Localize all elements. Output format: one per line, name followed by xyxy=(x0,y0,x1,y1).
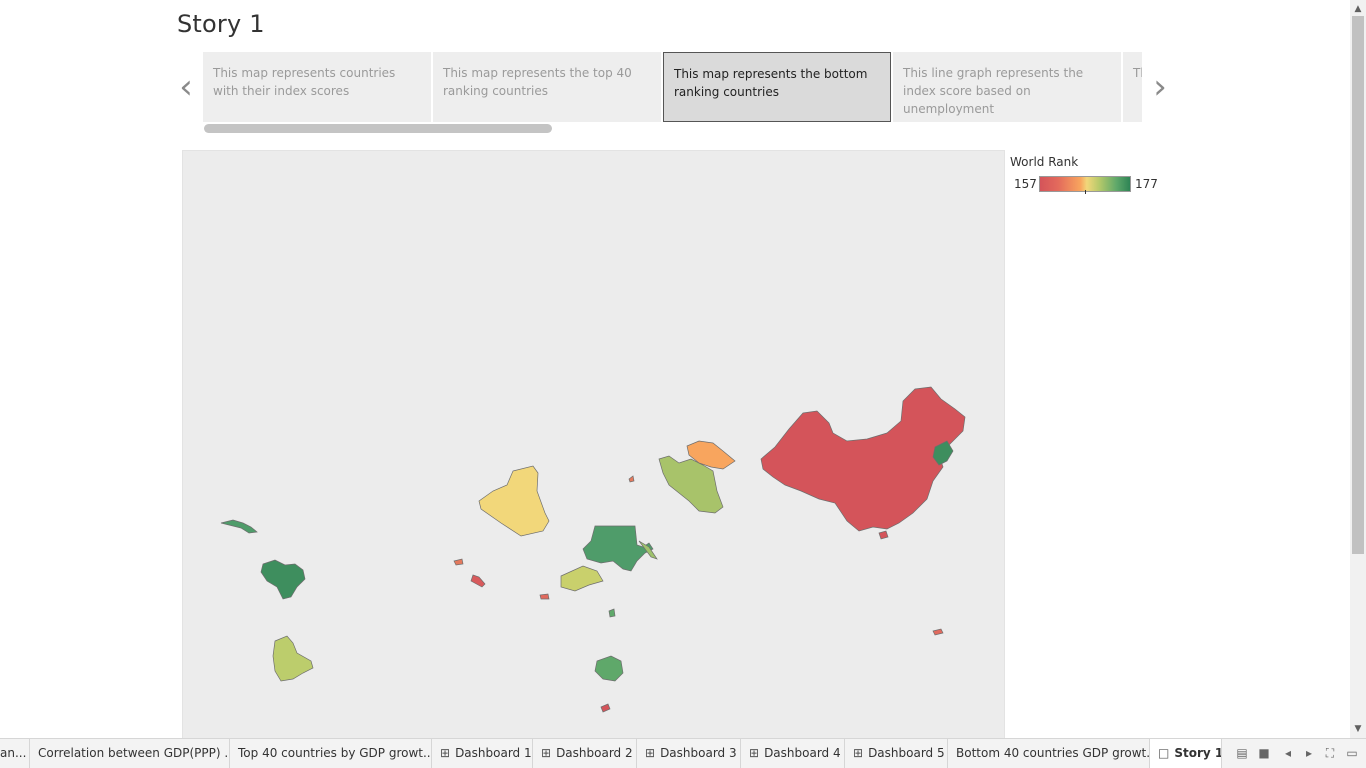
dashboard-icon: ⊞ xyxy=(440,746,451,760)
tab-label: Dashboard 2 xyxy=(556,746,633,760)
dashboard-icon: ⊞ xyxy=(645,746,656,760)
country-shape xyxy=(478,465,550,537)
country-shape xyxy=(453,558,464,566)
filmstrip-icon[interactable]: ■ xyxy=(1258,746,1270,760)
tab-label: Story 1 xyxy=(1174,746,1222,760)
tab-prev-icon[interactable]: ◂ xyxy=(1284,746,1292,760)
country-shape xyxy=(760,386,966,532)
world-rank-map[interactable] xyxy=(182,150,1005,740)
tab-label: Correlation between GDP(PPP) ... xyxy=(38,746,230,760)
story-points-scrollbar[interactable] xyxy=(204,124,552,133)
sheet-sorter-icon[interactable]: ▤ xyxy=(1236,746,1248,760)
story-point-5[interactable]: Th ba xyxy=(1123,52,1142,122)
country-shape xyxy=(260,559,306,600)
tab-next-icon[interactable]: ▸ xyxy=(1305,746,1313,760)
dashboard-tab[interactable]: ⊞ Dashboard 4 xyxy=(741,739,845,768)
legend-max-value: 177 xyxy=(1135,177,1158,191)
sheet-tab[interactable]: an... xyxy=(0,739,30,768)
country-shape xyxy=(932,440,954,466)
dashboard-tab[interactable]: ⊞ Dashboard 2 xyxy=(533,739,637,768)
scroll-down-icon[interactable]: ▼ xyxy=(1354,724,1362,734)
dashboard-tab[interactable]: ⊞ Dashboard 3 xyxy=(637,739,741,768)
dashboard-icon: ⊞ xyxy=(541,746,552,760)
tab-label: Dashboard 1 xyxy=(455,746,532,760)
country-shape xyxy=(272,635,314,682)
scroll-up-icon[interactable]: ▲ xyxy=(1354,4,1362,14)
tab-label: Dashboard 3 xyxy=(660,746,737,760)
sheet-tab-bar: an... Correlation between GDP(PPP) ... T… xyxy=(0,738,1366,768)
dashboard-icon: ⊞ xyxy=(853,746,864,760)
country-shape xyxy=(878,530,889,540)
tab-label: an... xyxy=(0,746,27,760)
presentation-icon[interactable]: ▭ xyxy=(1346,746,1358,760)
tab-label: Dashboard 4 xyxy=(764,746,841,760)
country-shape xyxy=(608,608,616,618)
country-shape xyxy=(686,440,736,470)
sheet-tab[interactable]: Top 40 countries by GDP growt... xyxy=(230,739,432,768)
sheet-tab[interactable]: Bottom 40 countries GDP growt... xyxy=(948,739,1150,768)
country-shape xyxy=(594,655,624,682)
dashboard-icon: ⊞ xyxy=(749,746,760,760)
legend-tick xyxy=(1085,190,1086,194)
story-point-1[interactable]: This map represents countries with their… xyxy=(203,52,431,122)
chevron-right-icon[interactable]: › xyxy=(1153,67,1167,107)
chevron-left-icon[interactable]: ‹ xyxy=(179,67,193,107)
scrollbar-thumb[interactable] xyxy=(1352,16,1364,554)
tab-label: Top 40 countries by GDP growt... xyxy=(238,746,432,760)
story-point-caption: This map represents the top 40 ranking c… xyxy=(443,66,632,98)
country-shape xyxy=(220,519,258,534)
vertical-scrollbar[interactable]: ▲ ▼ xyxy=(1350,0,1366,740)
country-shape xyxy=(638,540,658,560)
map-svg xyxy=(220,386,966,713)
country-shape xyxy=(539,593,550,600)
country-shape xyxy=(932,628,944,636)
legend-title: World Rank xyxy=(1010,155,1079,169)
country-shape xyxy=(470,574,486,588)
story-tab-active[interactable]: □ Story 1 xyxy=(1150,739,1222,768)
story-point-4[interactable]: This line graph represents the index sco… xyxy=(893,52,1121,122)
story-point-2[interactable]: This map represents the top 40 ranking c… xyxy=(433,52,661,122)
sheet-tab[interactable]: Correlation between GDP(PPP) ... xyxy=(30,739,230,768)
story-points-strip: This map represents countries with their… xyxy=(203,52,1142,122)
story-point-3-active[interactable]: This map represents the bottom ranking c… xyxy=(663,52,891,122)
story-icon: □ xyxy=(1158,746,1170,760)
story-title: Story 1 xyxy=(177,10,265,38)
country-shape xyxy=(582,525,654,572)
country-shape xyxy=(658,455,724,514)
dashboard-tab[interactable]: ⊞ Dashboard 1 xyxy=(432,739,533,768)
story-point-caption: This line graph represents the index sco… xyxy=(903,66,1084,116)
tab-label: Dashboard 5 xyxy=(868,746,945,760)
legend-min-value: 157 xyxy=(1014,177,1037,191)
tab-label: Bottom 40 countries GDP growt... xyxy=(956,746,1150,760)
country-shape xyxy=(628,475,635,483)
story-point-caption: This map represents countries with their… xyxy=(213,66,396,98)
story-point-caption: This map represents the bottom ranking c… xyxy=(674,67,868,99)
country-shape xyxy=(560,565,604,592)
story-point-caption: Th ba xyxy=(1133,66,1142,80)
country-shape xyxy=(600,703,611,713)
fullscreen-icon[interactable]: ⛶ xyxy=(1325,746,1335,760)
dashboard-tab[interactable]: ⊞ Dashboard 5 xyxy=(845,739,948,768)
